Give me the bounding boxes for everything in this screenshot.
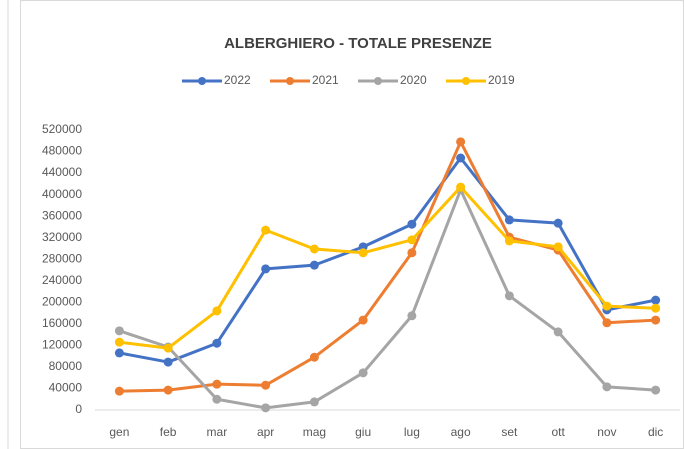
y-tick-label: 520000 xyxy=(42,122,82,136)
data-point xyxy=(407,311,417,321)
y-tick-label: 200000 xyxy=(42,294,82,308)
y-tick-label: 40000 xyxy=(49,381,83,395)
data-point xyxy=(261,403,271,413)
legend-marker xyxy=(198,77,206,85)
data-point xyxy=(456,153,466,163)
series-line xyxy=(119,185,656,350)
legend-marker xyxy=(286,77,294,85)
data-point xyxy=(261,264,271,274)
y-tick-label: 160000 xyxy=(42,316,82,330)
data-point xyxy=(407,235,417,245)
x-tick-label: mag xyxy=(303,425,326,439)
data-point xyxy=(163,343,173,353)
data-point xyxy=(261,225,271,235)
data-point xyxy=(358,248,368,258)
y-tick-label: 360000 xyxy=(42,208,82,222)
data-point xyxy=(309,260,319,270)
x-tick-label: set xyxy=(501,425,518,439)
data-point xyxy=(456,182,466,192)
data-point xyxy=(212,306,222,316)
data-point xyxy=(504,291,514,301)
data-point xyxy=(602,301,612,311)
data-point xyxy=(163,385,173,395)
x-tick-label: ott xyxy=(551,425,565,439)
series-line xyxy=(119,140,656,393)
data-point xyxy=(309,244,319,254)
data-point xyxy=(504,236,514,246)
x-tick-label: dic xyxy=(648,425,663,439)
data-point xyxy=(504,215,514,225)
legend-label: 2021 xyxy=(312,73,339,87)
data-point xyxy=(651,385,661,395)
y-tick-label: 0 xyxy=(75,402,82,416)
y-tick-label: 480000 xyxy=(42,144,82,158)
x-tick-label: mar xyxy=(207,425,228,439)
data-point xyxy=(309,397,319,407)
legend-marker xyxy=(462,77,470,85)
data-point xyxy=(261,380,271,390)
data-point xyxy=(651,295,661,305)
data-point xyxy=(651,315,661,325)
data-point xyxy=(456,137,466,147)
y-tick-label: 80000 xyxy=(49,359,83,373)
x-tick-label: nov xyxy=(597,425,616,439)
data-point xyxy=(163,357,173,367)
x-tick-label: giu xyxy=(355,425,371,439)
y-tick-label: 440000 xyxy=(42,165,82,179)
legend-marker xyxy=(374,77,382,85)
data-point xyxy=(553,242,563,252)
data-point xyxy=(553,218,563,228)
chart-title: ALBERGHIERO - TOTALE PRESENZE xyxy=(224,35,492,52)
x-tick-label: gen xyxy=(109,425,129,439)
data-point xyxy=(114,326,124,336)
data-point xyxy=(309,352,319,362)
data-point xyxy=(553,327,563,337)
data-point xyxy=(407,219,417,229)
legend-label: 2020 xyxy=(400,73,427,87)
x-tick-label: feb xyxy=(160,425,177,439)
legend-label: 2022 xyxy=(224,73,251,87)
x-tick-label: ago xyxy=(451,425,471,439)
data-point xyxy=(212,379,222,389)
series-line xyxy=(119,156,656,364)
data-point xyxy=(212,338,222,348)
y-tick-label: 240000 xyxy=(42,273,82,287)
chart-frame xyxy=(20,0,684,449)
data-point xyxy=(602,382,612,392)
data-point xyxy=(407,248,417,258)
data-point xyxy=(114,337,124,347)
y-tick-label: 400000 xyxy=(42,187,82,201)
data-point xyxy=(358,368,368,378)
series-line xyxy=(118,188,656,410)
legend-label: 2019 xyxy=(488,73,515,87)
y-tick-label: 320000 xyxy=(42,230,82,244)
x-tick-label: apr xyxy=(257,425,274,439)
y-tick-label: 120000 xyxy=(42,338,82,352)
data-point xyxy=(212,394,222,404)
x-tick-label: lug xyxy=(404,425,420,439)
y-tick-label: 280000 xyxy=(42,251,82,265)
data-point xyxy=(358,315,368,325)
data-point xyxy=(114,348,124,358)
data-point xyxy=(114,386,124,396)
data-point xyxy=(651,303,661,313)
data-point xyxy=(602,318,612,328)
